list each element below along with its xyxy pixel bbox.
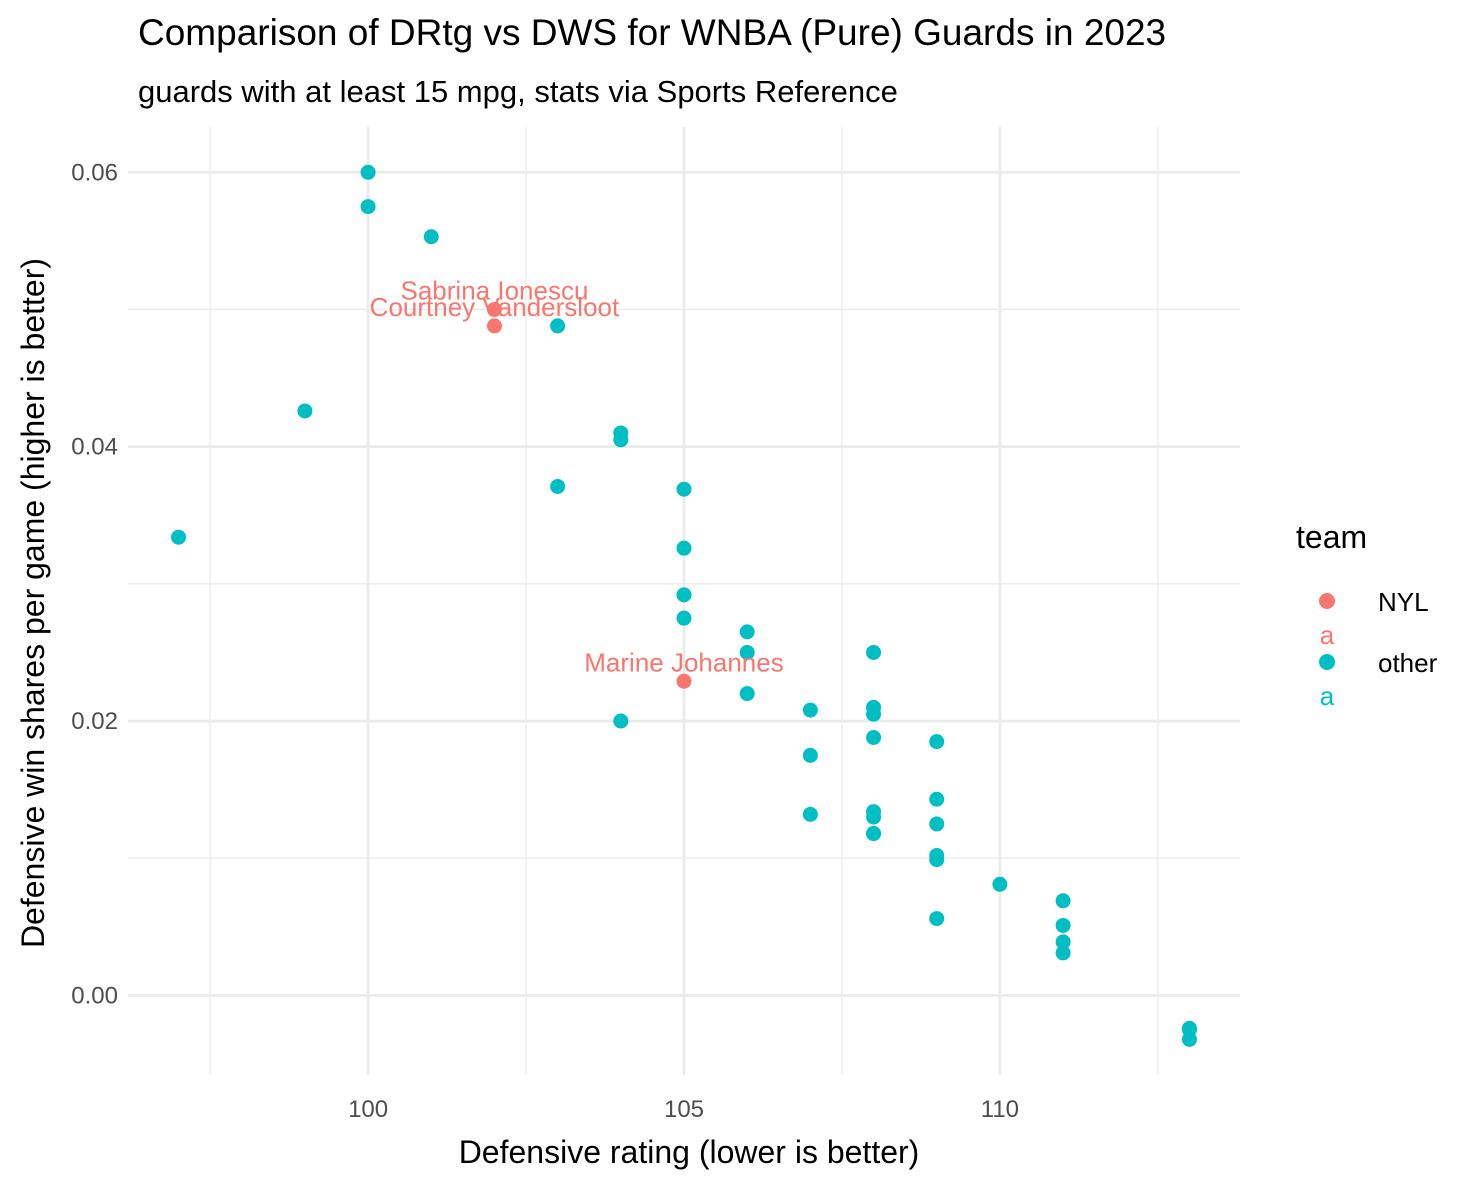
y-tick-label: 0.06 <box>71 159 118 186</box>
point-other <box>676 481 692 497</box>
legend-key-text: a <box>1320 620 1335 650</box>
y-tick-label: 0.00 <box>71 982 118 1009</box>
x-axis-tick-labels: 100 105 110 <box>348 1096 1019 1123</box>
point-other <box>1181 1031 1197 1047</box>
point-other <box>297 403 313 419</box>
y-tick-label: 0.04 <box>71 434 118 461</box>
x-tick-label: 110 <box>981 1096 1019 1123</box>
legend-key-text: a <box>1320 681 1335 711</box>
point-other <box>866 826 882 842</box>
point-other <box>802 806 818 822</box>
point-other <box>676 587 692 603</box>
x-tick-label: 100 <box>348 1096 388 1123</box>
chart-subtitle: guards with at least 15 mpg, stats via S… <box>138 74 898 109</box>
legend-label-nyl: NYL <box>1378 587 1429 617</box>
point-other <box>866 730 882 746</box>
point-label: Marine Johannes <box>584 647 783 677</box>
chart-title: Comparison of DRtg vs DWS for WNBA (Pure… <box>138 12 1166 53</box>
y-tick-label: 0.02 <box>71 708 118 735</box>
legend: team a NYL a other <box>1296 519 1438 711</box>
legend-label-other: other <box>1378 648 1438 678</box>
point-other <box>613 432 629 448</box>
point-other <box>550 478 566 494</box>
point-other <box>929 852 945 868</box>
point-other <box>866 706 882 722</box>
legend-key-nyl <box>1319 593 1335 609</box>
point-other <box>360 199 376 215</box>
point-other <box>1055 893 1071 909</box>
point-other <box>802 747 818 763</box>
point-label: Sabrina Ionescu <box>401 275 589 305</box>
point-other <box>1055 934 1071 950</box>
legend-key-other <box>1319 654 1335 670</box>
x-tick-label: 105 <box>664 1096 704 1123</box>
point-other <box>929 734 945 750</box>
legend-items: a NYL a other <box>1319 587 1438 711</box>
legend-title: team <box>1296 519 1367 555</box>
point-other <box>423 229 439 245</box>
point-other <box>1055 945 1071 961</box>
point-other <box>550 318 566 334</box>
point-other <box>866 644 882 660</box>
point-other <box>992 876 1008 892</box>
y-axis-title: Defensive win shares per game (higher is… <box>15 258 51 948</box>
point-other <box>929 816 945 832</box>
point-other <box>739 624 755 640</box>
point-other <box>929 911 945 927</box>
point-other <box>739 644 755 660</box>
data-points <box>171 164 1197 1047</box>
point-other <box>802 702 818 718</box>
point-nyl <box>486 318 502 334</box>
point-other <box>929 791 945 807</box>
point-nyl <box>486 301 502 317</box>
point-nyl <box>676 673 692 689</box>
y-axis-tick-labels: 0.00 0.02 0.04 0.06 <box>71 159 118 1009</box>
point-label: Courtney Vandersloot <box>370 292 620 322</box>
point-other <box>360 164 376 180</box>
point-other <box>866 809 882 825</box>
point-other <box>739 686 755 702</box>
point-other <box>676 540 692 556</box>
point-other <box>613 713 629 729</box>
point-other <box>676 610 692 626</box>
x-axis-title: Defensive rating (lower is better) <box>459 1134 920 1170</box>
point-other <box>171 529 187 545</box>
point-other <box>1055 917 1071 933</box>
